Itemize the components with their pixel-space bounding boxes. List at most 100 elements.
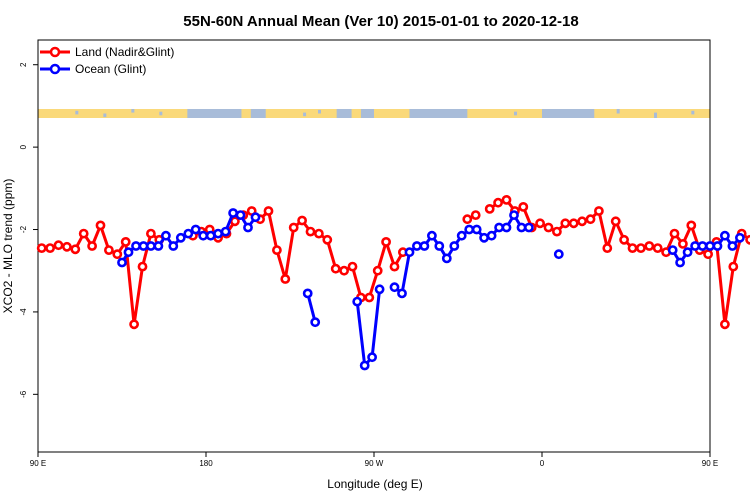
series-ocean-point [509, 210, 519, 220]
series-land-point [560, 218, 571, 229]
series-land-point [322, 234, 333, 245]
series-ocean-point [153, 241, 164, 251]
series-land-point [728, 261, 739, 272]
series-ocean-point [501, 222, 512, 233]
series-land-point [470, 210, 481, 220]
series-land-point [62, 241, 72, 252]
series-land-point [518, 201, 529, 212]
series-ocean-point [712, 241, 723, 251]
series-land-point [95, 220, 106, 231]
series-land-point [70, 244, 81, 255]
series-ocean-point [145, 241, 156, 251]
land-band [38, 109, 188, 118]
series-ocean-point [198, 230, 209, 241]
series-land-point [305, 226, 316, 237]
series-ocean-point [675, 257, 685, 268]
series-ocean-point [667, 245, 678, 255]
series-land-point [389, 261, 400, 272]
series-ocean-point [434, 241, 445, 251]
series-ocean-line [355, 289, 382, 367]
legend: Land (Nadir&Glint) Ocean (Glint) [40, 45, 174, 76]
sea-patch [103, 113, 107, 118]
series-ocean-point [123, 247, 134, 258]
sea-patch [318, 109, 321, 114]
series-ocean-point [697, 241, 708, 251]
series-land-point [636, 243, 646, 253]
legend-land-label: Land (Nadir&Glint) [75, 45, 174, 59]
y-axis-label: XCO2 - MLO trend (ppm) [1, 179, 15, 314]
series-ocean-point [131, 241, 141, 251]
y-tick-label: -6 [19, 390, 28, 398]
series-land-point [364, 292, 375, 303]
series-land-point [594, 206, 604, 216]
sea-patch [131, 109, 135, 113]
series-land-point [678, 238, 688, 249]
y-tick-label: 2 [19, 62, 28, 67]
series-land-point [627, 243, 638, 253]
series-land-point [120, 236, 131, 247]
series-ocean-point [250, 212, 261, 223]
series-land-point [271, 245, 282, 255]
sea-patch [654, 112, 657, 118]
series-land-point [619, 234, 629, 245]
series-land-point [280, 274, 291, 284]
series-ocean-point [168, 241, 179, 251]
legend-land-marker [49, 46, 61, 58]
series-land-point [330, 263, 341, 274]
series-ocean-point [705, 241, 715, 251]
series-land-point [602, 243, 613, 253]
series-land-point [145, 228, 156, 239]
series-ocean-point [117, 257, 127, 268]
series-land-point [577, 216, 587, 227]
sea-patch [75, 110, 79, 115]
series-ocean-point [426, 230, 437, 241]
series-ocean-point [682, 247, 693, 258]
sea-patch [514, 111, 517, 116]
series-ocean-point [374, 284, 385, 295]
series-ocean-point [183, 228, 194, 239]
series-ocean-point [419, 241, 430, 251]
series-land-point [610, 216, 621, 227]
y-tick-label: 0 [19, 144, 28, 149]
series-land-line [192, 209, 405, 299]
series-land-line [488, 198, 750, 326]
series-land-point [53, 240, 64, 251]
series-land-point [45, 243, 55, 253]
sea-patch [616, 109, 620, 114]
series-land-point [686, 220, 697, 231]
series-ocean-point [441, 253, 452, 264]
series-ocean-point [524, 222, 534, 233]
series-land-point [78, 228, 89, 239]
series-land-point [720, 319, 730, 330]
x-axis: 90 E 180 90 W 0 90 E [30, 452, 718, 468]
y-tick-label: -4 [19, 308, 28, 316]
series-ocean [117, 208, 745, 371]
series-ocean-point [160, 230, 171, 241]
series-land-point [552, 226, 562, 237]
legend-ocean-label: Ocean (Glint) [75, 62, 146, 76]
land-band [351, 109, 361, 118]
sea-patch [691, 110, 695, 115]
series-land-point [585, 214, 596, 225]
series-land-point [87, 241, 97, 251]
series-ocean-point [235, 210, 246, 220]
chart-title: 55N-60N Annual Mean (Ver 10) 2015-01-01 … [183, 13, 578, 30]
series-land-point [347, 261, 358, 272]
x-axis-label: Longitude (deg E) [327, 477, 422, 491]
series-ocean-point [727, 241, 738, 251]
series-land-point [568, 218, 579, 229]
series-land-point [297, 215, 307, 226]
series-land-point [263, 206, 274, 216]
series-ocean-point [397, 288, 407, 299]
series-land-point [484, 203, 495, 214]
series-ocean-point [449, 241, 460, 251]
series-ocean-point [553, 249, 564, 260]
series-ocean-point [213, 228, 223, 239]
series-ocean-point [486, 230, 497, 241]
x-tick-label: 90 E [702, 459, 718, 468]
x-tick-label: 0 [540, 459, 545, 468]
series-ocean-point [302, 288, 313, 299]
series-land-point [669, 228, 680, 239]
legend-ocean-marker [49, 63, 61, 75]
